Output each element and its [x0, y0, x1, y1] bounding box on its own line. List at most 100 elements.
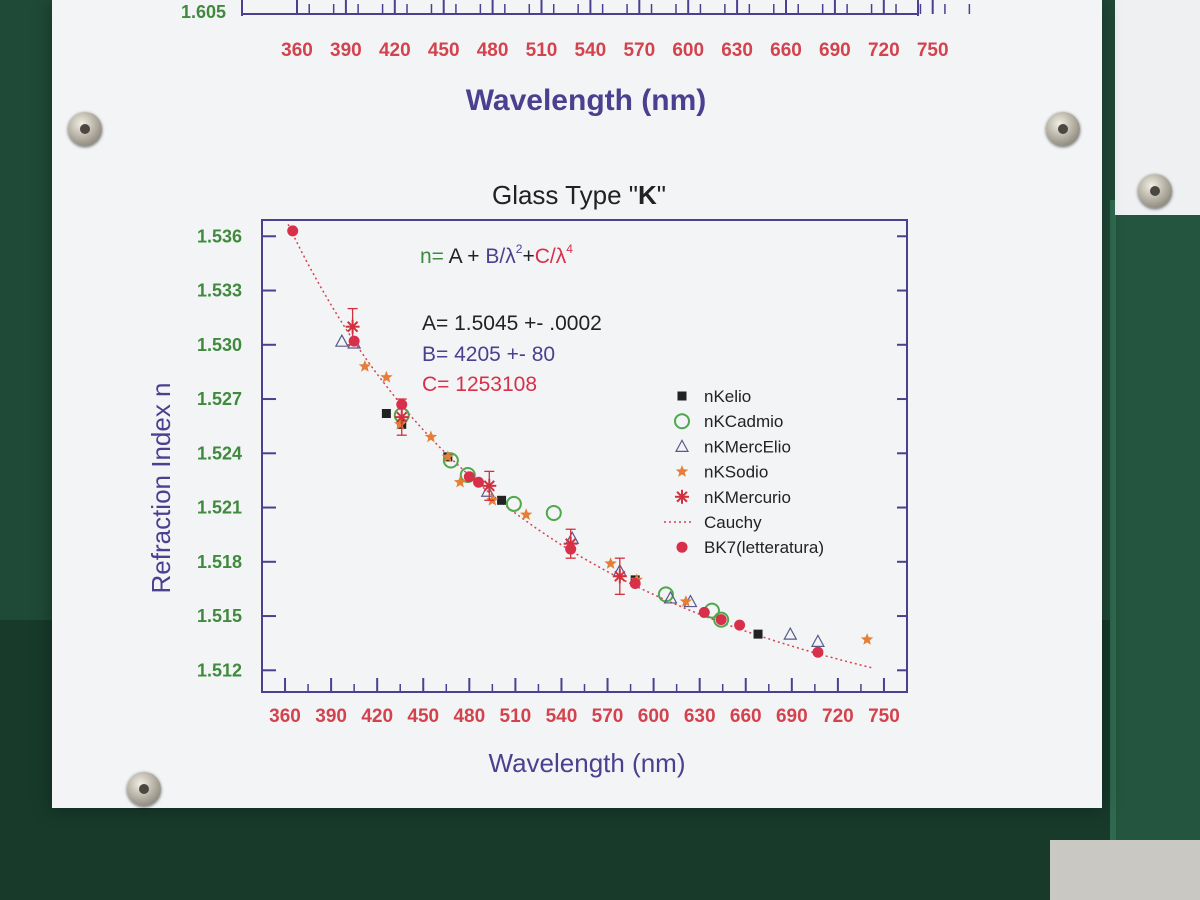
y-tick-label: 1.533	[197, 281, 242, 301]
data-point-bk7-letteratura	[812, 646, 824, 658]
x-tick-label: 390	[315, 706, 347, 727]
x-tick-label: 630	[684, 706, 716, 727]
y-tick-label: 1.515	[197, 606, 242, 626]
top-chart-x-tick-label: 600	[672, 40, 704, 61]
data-point-nkelio	[753, 629, 763, 639]
top-chart-y-tick: 1.605	[181, 2, 226, 22]
legend: nKelio nKCadmio nKMercElio nKSodio nKMercuri…	[664, 387, 824, 557]
legend-entry: nKCadmio	[704, 412, 783, 431]
top-chart-tick-marks	[296, 0, 971, 14]
data-point-nksodio	[453, 475, 467, 488]
x-tick-label: 360	[269, 706, 301, 727]
x-tick-label: 660	[730, 706, 762, 727]
top-chart-x-tick-label: 660	[770, 40, 802, 61]
legend-entry: BK7(letteratura)	[704, 538, 824, 557]
data-point-nkmercelio	[783, 626, 798, 640]
legend-entry: nKMercurio	[704, 488, 791, 507]
data-point-nkcadmio	[713, 611, 730, 628]
legend-entry: nKelio	[704, 387, 751, 406]
y-tick-label: 1.536	[197, 226, 242, 246]
data-point-nkmercurio	[612, 569, 627, 584]
formula-exp-2: 2	[516, 242, 523, 256]
paper-sheet: 1.605 360 390 420 450 480 510 540 570 600 630 660 6…	[52, 0, 1102, 808]
y-tick-label: 1.518	[197, 552, 242, 572]
data-point-bk7-letteratura	[698, 606, 710, 618]
y-tick-labels: 1.536 1.533 1.530 1.527 1.524 1.521 1.518 1.515…	[197, 226, 242, 680]
formula-n: n=	[420, 245, 444, 268]
thumbtack-top-left	[68, 112, 102, 146]
data-point-bk7-letteratura	[463, 471, 475, 483]
top-chart-x-tick-label: 690	[819, 40, 851, 61]
data-point-nkcadmio	[505, 495, 522, 512]
top-chart-x-tick-label: 510	[526, 40, 558, 61]
top-chart-x-tick-label: 630	[721, 40, 753, 61]
formula-exp-4: 4	[566, 242, 573, 256]
x-tick-label: 510	[500, 706, 532, 727]
data-point-nkcadmio	[442, 452, 459, 469]
data-point-nkmercelio	[810, 634, 825, 647]
formula-plus: +	[522, 245, 534, 268]
x-tick-label: 720	[822, 706, 854, 727]
top-chart-x-tick-label: 450	[428, 40, 460, 61]
y-tick-label: 1.524	[197, 443, 242, 463]
chart-title-prefix: Glass Type "	[492, 180, 638, 210]
legend-marker-bk7-letteratura	[676, 541, 688, 553]
data-point-nksodio	[604, 557, 617, 569]
plot-tick-marks	[262, 235, 908, 692]
data-point-bk7-letteratura	[396, 398, 408, 410]
data-point-nksodio	[441, 450, 454, 463]
plot-frame	[261, 219, 908, 693]
x-tick-label: 600	[638, 706, 670, 727]
data-point-nksodio	[358, 360, 372, 372]
x-tick-label: 750	[868, 706, 900, 727]
annotation-b: B= 4205 +- 80	[422, 343, 555, 366]
formula: n= A + B/λ2+C/λ4	[420, 242, 573, 268]
top-chart-x-tick-label: 540	[575, 40, 607, 61]
data-point-bk7-letteratura	[473, 476, 485, 488]
formula-a-part: A +	[444, 245, 485, 268]
data-point-nksodio	[424, 430, 438, 443]
top-chart-x-tick-label: 390	[330, 40, 362, 61]
top-chart-x-tick-label: 360	[281, 40, 313, 61]
annotation-a: A= 1.5045 +- .0002	[422, 312, 602, 335]
data-point-nkmercelio	[663, 590, 678, 604]
x-tick-label: 570	[592, 706, 624, 727]
x-tick-label: 690	[776, 706, 808, 727]
data-points	[287, 225, 874, 658]
legend-entry: nKMercElio	[704, 437, 791, 456]
x-tick-label: 480	[453, 706, 485, 727]
data-point-bk7-letteratura	[287, 225, 299, 237]
y-tick-label: 1.527	[197, 389, 242, 409]
top-chart-x-tick-label: 720	[868, 40, 900, 61]
chart-title-bold: K	[638, 180, 657, 210]
legend-marker-nkmercurio	[675, 489, 689, 504]
data-point-nksodio	[860, 633, 874, 645]
x-tick-label: 450	[407, 706, 439, 727]
x-tick-labels: 360 390 420 450 480 510 540 570 600 630 660 690 720 7…	[269, 706, 900, 727]
annotation-c: C= 1253108	[422, 373, 537, 396]
data-point-nkelio	[497, 495, 507, 505]
legend-entry: Cauchy	[704, 513, 762, 532]
top-chart-x-tick-labels: 360 390 420 450 480 510 540 570 600 630 660 690 720 7…	[281, 40, 948, 61]
top-chart-x-tick-label: 570	[623, 40, 655, 61]
x-tick-label: 420	[361, 706, 393, 727]
top-chart-x-tick-label: 480	[477, 40, 509, 61]
y-tick-label: 1.512	[197, 660, 242, 680]
wall-strip	[1050, 840, 1200, 900]
top-chart: 1.605 360 390 420 450 480 510 540 570 600 630 660 6…	[181, 0, 971, 117]
top-chart-x-axis-label: Wavelength (nm)	[466, 84, 707, 117]
data-point-nksodio	[380, 370, 393, 383]
data-point-nkmercurio	[345, 319, 360, 334]
formula-b-part: B/λ	[485, 245, 516, 268]
thumbtack-top-right	[1046, 112, 1080, 146]
data-point-nkcadmio	[545, 504, 562, 521]
legend-marker-nkcadmio	[674, 413, 690, 430]
formula-c-part: C/λ	[535, 245, 567, 268]
y-axis-label: Refraction Index n	[146, 382, 176, 593]
data-point-bk7-letteratura	[715, 614, 727, 626]
chart-title-suffix: "	[657, 180, 666, 210]
right-board-frame	[1110, 200, 1200, 900]
top-chart-x-tick-label: 420	[379, 40, 411, 61]
legend-marker-nkelio	[677, 391, 687, 401]
data-point-bk7-letteratura	[629, 577, 641, 589]
